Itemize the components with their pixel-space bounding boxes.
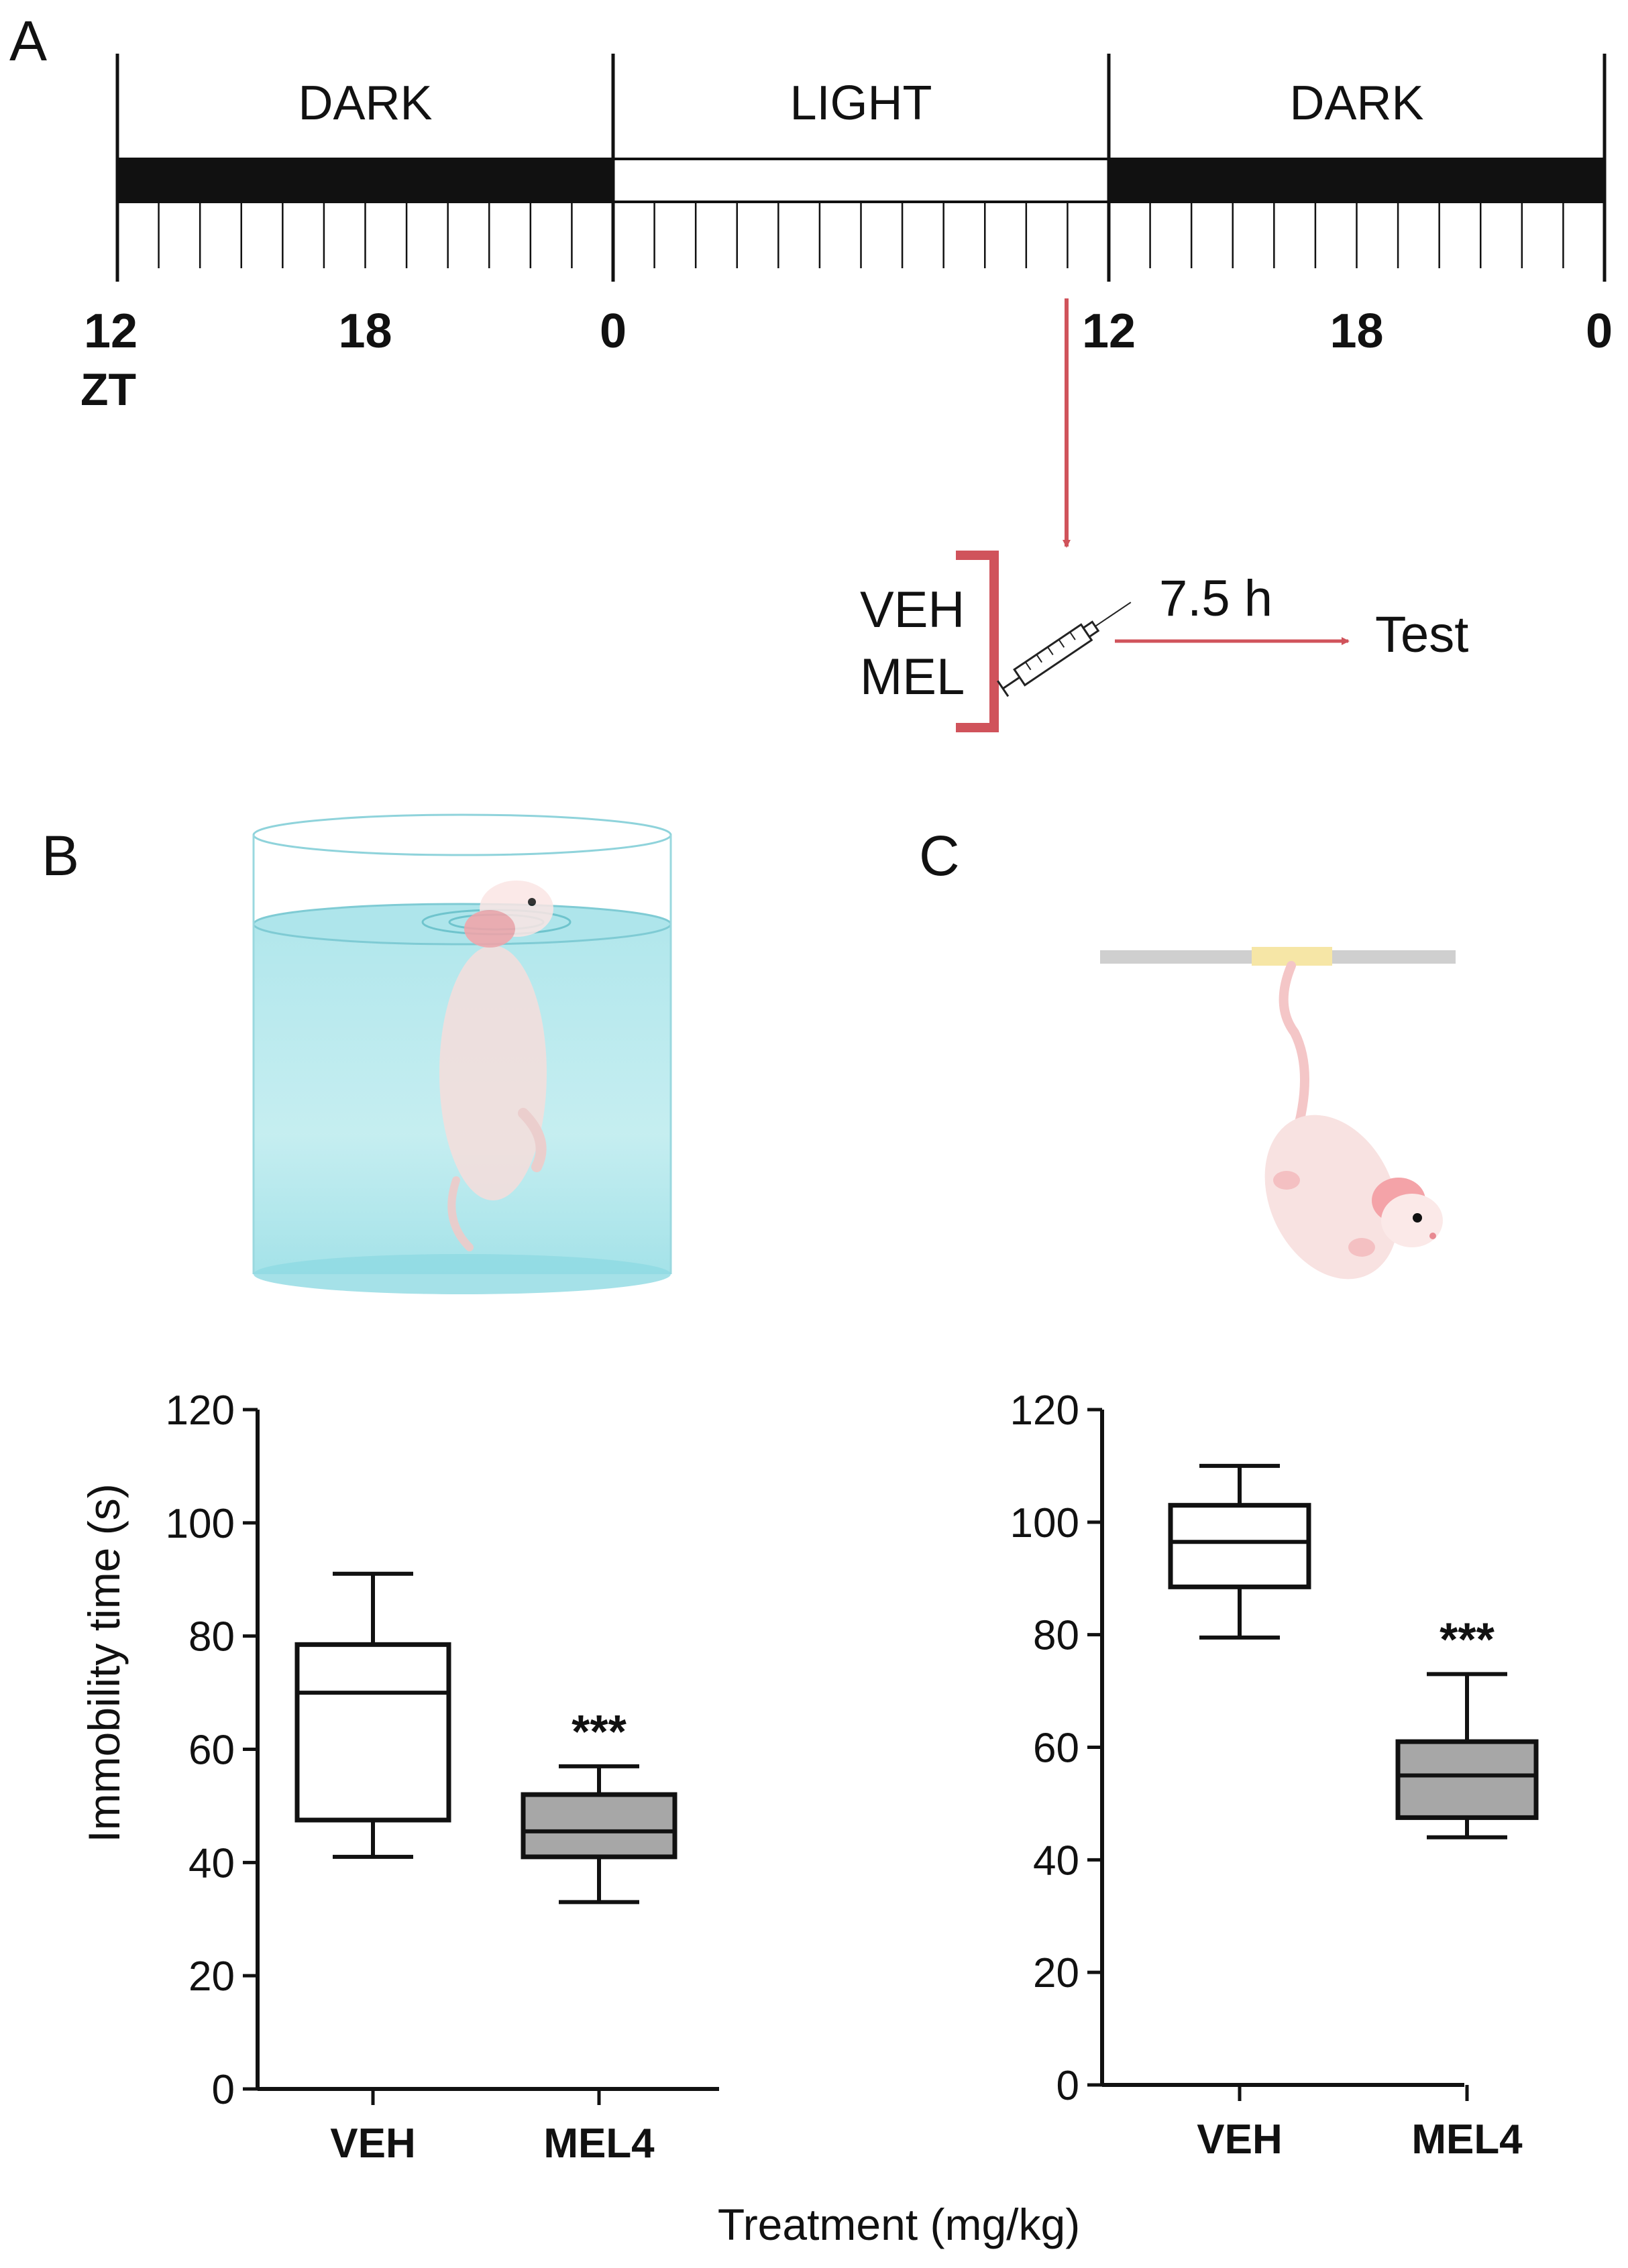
outcome-label: Test (1375, 606, 1468, 663)
category-label: MEL4 (1411, 2116, 1523, 2163)
y-tick-label: 120 (1010, 1387, 1079, 1434)
timeline: DARK LIGHT DARK 12 18 0 12 18 0 ZT (80, 54, 1613, 415)
hour-label: 0 (1586, 304, 1613, 358)
y-tick-label: 100 (1010, 1500, 1079, 1546)
y-tick-label: 120 (166, 1387, 235, 1434)
phase-label-dark: DARK (298, 76, 432, 130)
panel-label-b: B (42, 824, 79, 887)
y-tick-label: 80 (1033, 1613, 1079, 1659)
y-tick-label: 20 (188, 1953, 235, 2000)
phase-labels: DARK LIGHT DARK (298, 76, 1423, 130)
cylinder-rim (252, 813, 672, 856)
phase-bar-dark (1107, 158, 1606, 203)
cylinder-base (254, 1254, 671, 1294)
panel-label-c: C (919, 824, 960, 887)
treatment-bracket (956, 551, 999, 732)
hour-label: 18 (1329, 304, 1383, 358)
y-tick-label: 0 (1056, 2063, 1079, 2109)
water-surface (252, 903, 672, 946)
y-tick-label: 100 (166, 1501, 235, 1547)
tail-suspension-illustration (1100, 947, 1456, 1280)
swimming-mouse-icon (439, 881, 553, 1251)
hour-label: 0 (600, 304, 627, 358)
chart-c: 0 20 40 60 80 100 120 VEH *** MEL4 (1010, 1387, 1539, 2163)
x-axis-title: Treatment (mg/kg) (718, 2200, 1080, 2249)
zt-axis-label: ZT (80, 364, 136, 415)
box-mel4 (521, 1792, 677, 1860)
hanging-mouse-icon (1264, 1115, 1443, 1280)
category-label: VEH (1197, 2116, 1282, 2163)
y-tick-label: 20 (1033, 1950, 1079, 1996)
y-tick-label: 80 (188, 1614, 235, 1660)
y-tick-label: 40 (188, 1840, 235, 1886)
hour-label: 12 (1082, 304, 1136, 358)
tick-marks (115, 54, 1607, 282)
phase-label-light: LIGHT (790, 76, 932, 130)
category-label: MEL4 (543, 2120, 655, 2167)
phase-bars (116, 158, 1606, 203)
hour-labels: 12 18 0 12 18 0 (84, 304, 1613, 358)
hour-label: 12 (84, 304, 138, 358)
treatment-mel: MEL (860, 648, 965, 705)
significance-label: *** (572, 1705, 627, 1758)
y-tick-label: 60 (188, 1727, 235, 1774)
syringe-icon (997, 602, 1132, 697)
panel-label-a: A (9, 9, 47, 72)
treatment-veh: VEH (860, 581, 965, 638)
box-veh (1168, 1503, 1311, 1589)
phase-label-dark: DARK (1289, 76, 1423, 130)
chart-b: 0 20 40 60 80 100 120 VEH *** MEL4 (166, 1387, 719, 2167)
forced-swim-illustration (252, 813, 672, 1294)
interval-label: 7.5 h (1159, 570, 1272, 627)
mouse-tail (1279, 961, 1309, 1145)
phase-bar-light (612, 158, 1110, 203)
y-tick-label: 40 (1033, 1837, 1079, 1884)
y-axis-title: Immobility time (s) (79, 1483, 129, 1842)
hour-label: 18 (338, 304, 392, 358)
protocol: VEH MEL 7.5 h Test (860, 298, 1468, 732)
phase-bar-dark (116, 158, 614, 203)
category-label: VEH (330, 2120, 415, 2167)
box-veh (294, 1642, 451, 1823)
y-tick-label: 60 (1033, 1725, 1079, 1772)
box-mel4 (1395, 1739, 1539, 1820)
y-tick-label: 0 (212, 2067, 235, 2113)
significance-label: *** (1440, 1613, 1495, 1665)
